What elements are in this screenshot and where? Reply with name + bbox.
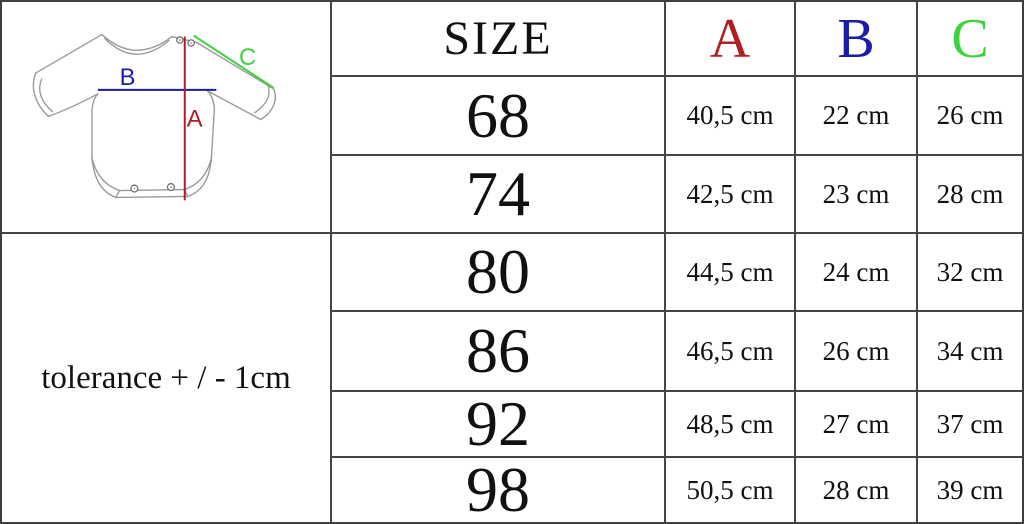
- measure-a-cell: 48,5 cm: [666, 392, 796, 458]
- header-b: B: [796, 2, 918, 77]
- bodysuit-diagram-icon: B A C: [32, 33, 277, 201]
- diagram-label-c: C: [239, 45, 256, 71]
- measure-b-cell: 27 cm: [796, 392, 918, 458]
- snap-button-dots-icon: [133, 39, 193, 190]
- size-cell: 92: [332, 392, 666, 458]
- tolerance-note: tolerance + / - 1cm: [2, 234, 332, 522]
- measure-c-cell: 26 cm: [918, 77, 1022, 156]
- measure-c-cell: 39 cm: [918, 458, 1022, 522]
- measure-b-cell: 22 cm: [796, 77, 918, 156]
- header-size: SIZE: [332, 2, 666, 77]
- measure-b-cell: 23 cm: [796, 156, 918, 234]
- measure-a-cell: 50,5 cm: [666, 458, 796, 522]
- measure-b-cell: 24 cm: [796, 234, 918, 312]
- size-cell: 98: [332, 458, 666, 522]
- size-cell: 68: [332, 77, 666, 156]
- diagram-label-b: B: [120, 65, 136, 91]
- bodysuit-outline: [32, 33, 277, 199]
- measure-c-cell: 34 cm: [918, 312, 1022, 392]
- measure-b-cell: 26 cm: [796, 312, 918, 392]
- measure-c-cell: 37 cm: [918, 392, 1022, 458]
- diagram-label-a: A: [187, 106, 203, 132]
- measure-a-cell: 40,5 cm: [666, 77, 796, 156]
- measure-c-cell: 32 cm: [918, 234, 1022, 312]
- measure-b-cell: 28 cm: [796, 458, 918, 522]
- header-a: A: [666, 2, 796, 77]
- size-cell: 74: [332, 156, 666, 234]
- measure-a-cell: 44,5 cm: [666, 234, 796, 312]
- size-cell: 86: [332, 312, 666, 392]
- bodysuit-diagram-cell: B A C: [2, 2, 332, 234]
- measure-a-cell: 46,5 cm: [666, 312, 796, 392]
- measure-c-cell: 28 cm: [918, 156, 1022, 234]
- header-c: C: [918, 2, 1022, 77]
- size-cell: 80: [332, 234, 666, 312]
- measure-a-cell: 42,5 cm: [666, 156, 796, 234]
- measure-line-c: [193, 34, 275, 89]
